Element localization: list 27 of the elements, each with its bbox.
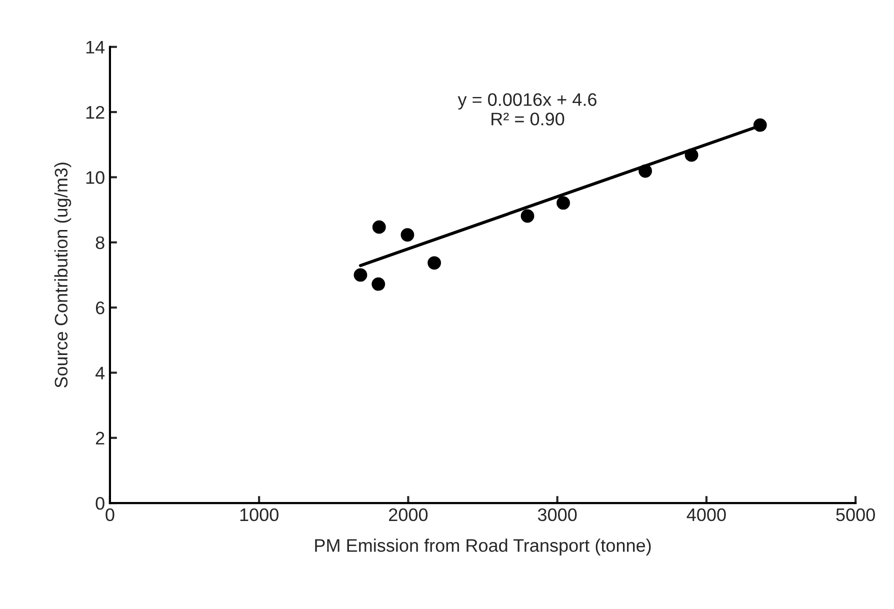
x-tick-label: 3000 xyxy=(538,508,577,522)
x-tick-label: 5000 xyxy=(836,508,875,522)
y-tick-label: 14 xyxy=(86,41,105,54)
annotation: y = 0.0016x + 4.6 R² = 0.90 xyxy=(458,93,596,126)
point xyxy=(354,268,368,282)
point xyxy=(684,148,698,162)
y-tick-label: 0 xyxy=(96,496,104,510)
point xyxy=(400,228,414,242)
x-tick-label: 0 xyxy=(106,508,114,522)
point xyxy=(428,256,442,270)
y-tick-label: 10 xyxy=(86,171,104,184)
x-axis-title: PM Emission from Road Transport (tonne) xyxy=(315,538,651,556)
y-tick-label: 12 xyxy=(86,106,104,119)
y-tick-label: 4 xyxy=(95,366,105,380)
point xyxy=(638,164,652,178)
point xyxy=(753,118,767,132)
x-tick-label: 1000 xyxy=(240,508,278,522)
point xyxy=(372,277,386,291)
y-tick-label: 6 xyxy=(96,301,104,314)
y-axis-title: Source Contribution (ug/m3) xyxy=(54,162,72,388)
x-tick-label: 2000 xyxy=(389,508,428,522)
x-tick-label: 4000 xyxy=(686,508,726,522)
point xyxy=(372,220,386,234)
y-tick-label: 2 xyxy=(96,432,104,444)
point xyxy=(520,209,534,223)
y-tick-label: 8 xyxy=(96,236,104,250)
point xyxy=(556,196,570,210)
